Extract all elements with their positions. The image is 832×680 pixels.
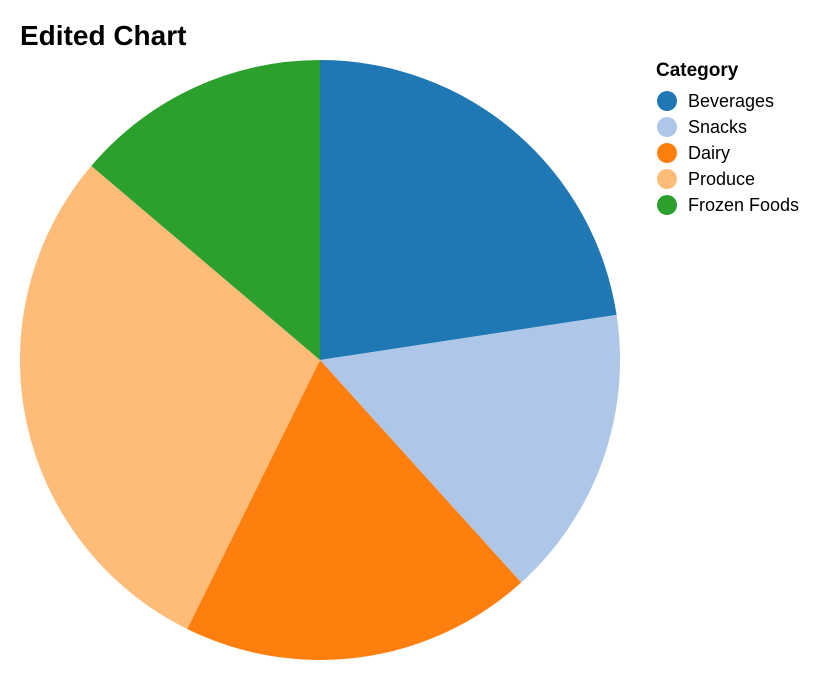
legend-label: Dairy xyxy=(688,142,731,163)
pie-slices xyxy=(20,59,621,660)
legend-swatch xyxy=(657,143,677,163)
legend: Category Beverages Snacks Dairy Produce Froz… xyxy=(656,58,826,218)
legend-item: Dairy xyxy=(656,140,826,166)
legend-swatch xyxy=(657,195,677,215)
pie-slice-beverages xyxy=(320,60,617,360)
legend-items: Beverages Snacks Dairy Produce Frozen Foods xyxy=(656,88,826,218)
legend-item: Snacks xyxy=(656,114,826,140)
legend-label: Snacks xyxy=(688,116,748,137)
legend-label: Frozen Foods xyxy=(688,194,800,215)
chart-title: Edited Chart xyxy=(20,20,187,51)
legend-item: Frozen Foods xyxy=(656,192,826,218)
legend-title: Category xyxy=(656,60,739,81)
legend-swatch xyxy=(657,117,677,137)
legend-swatch xyxy=(657,91,677,111)
pie-slice-frozen-foods xyxy=(91,59,321,360)
pie-slice-snacks xyxy=(320,314,621,583)
legend-label: Beverages xyxy=(688,90,775,111)
legend-item: Beverages xyxy=(656,88,826,114)
legend-label: Produce xyxy=(688,168,756,189)
legend-item: Produce xyxy=(656,166,826,192)
legend-swatch xyxy=(657,169,677,189)
pie-slice-dairy xyxy=(187,360,522,660)
pie-slice-produce xyxy=(20,165,321,629)
